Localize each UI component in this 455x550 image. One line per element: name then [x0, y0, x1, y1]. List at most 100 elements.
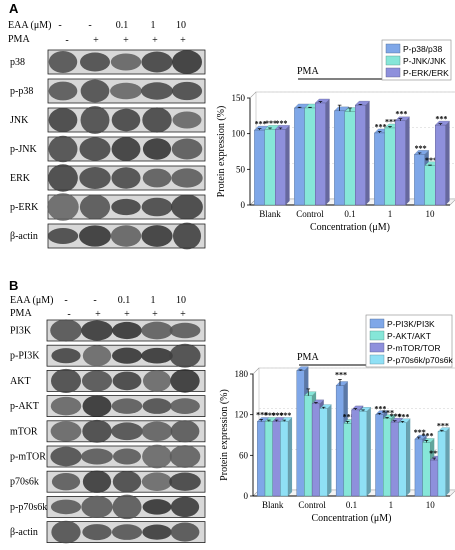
blot-band: [170, 445, 201, 468]
legend-swatch: [386, 56, 400, 65]
legend: P-PI3K/PI3K P-AKT/AKT P-mTOR/TOR P-p70s6k/p…: [366, 315, 453, 367]
western-blots-b: PI3K p-PI3K AKT p-AKT mTOR p-mTOR p70s6k p-p70s…: [10, 319, 205, 543]
bar-1-1: [376, 415, 384, 496]
x-tick-label: 1: [389, 500, 394, 510]
x-tick-label: Control: [298, 500, 326, 510]
blot-band: [49, 108, 78, 132]
pma-value-b-5: +: [180, 309, 186, 320]
blot-row-6: p-mTOR: [10, 445, 205, 469]
significance-label: ***: [415, 144, 427, 153]
pma-value-a-5: +: [180, 35, 186, 46]
x-tick-label: 10: [426, 209, 436, 219]
blot-label: ERK: [10, 173, 31, 184]
blot-band: [48, 164, 78, 191]
blot-band: [112, 524, 142, 540]
bar-4-Blank: [280, 421, 288, 496]
blot-row-1: p38: [10, 50, 205, 74]
blot-band: [81, 496, 112, 518]
bar-3-0.1: [352, 410, 360, 496]
y-tick-label: 180: [235, 369, 249, 379]
blot-band: [50, 447, 81, 467]
blot-band: [81, 106, 110, 134]
blot-band: [170, 323, 201, 339]
blot-row-4: p-JNK: [10, 136, 205, 163]
blot-band: [113, 471, 141, 492]
legend-swatch: [386, 44, 400, 53]
blot-band: [80, 195, 110, 220]
blot-band: [113, 449, 141, 465]
eaa-label-b: EAA (μM): [10, 295, 53, 306]
bar-4-Control: [320, 409, 328, 496]
eaa-value-a-3: 0.1: [116, 20, 129, 31]
blot-row-8: p-p70s6k: [10, 495, 205, 520]
legend-swatch: [370, 331, 384, 340]
legend-entry: P-PI3K/PI3K: [387, 319, 435, 329]
y-tick-label: 60: [239, 450, 249, 460]
blot-label: p70s6k: [10, 477, 39, 488]
bar-2-10: [425, 166, 435, 205]
bar-side: [406, 419, 410, 496]
blot-band: [112, 495, 141, 520]
eaa-value-a-1: -: [58, 20, 61, 31]
blot-row-3: JNK: [10, 106, 205, 134]
blot-band: [143, 138, 171, 159]
bar-side: [288, 417, 292, 496]
blot-band: [82, 420, 111, 443]
x-tick-label: 10: [426, 500, 436, 510]
bar-1-Control: [294, 108, 304, 205]
bar-chart-b: 060120180************Blank Control******0…: [219, 315, 455, 524]
y-tick-label: 150: [232, 93, 246, 103]
blot-band: [172, 139, 203, 160]
blot-label: p38: [10, 57, 25, 68]
blot-band: [83, 470, 111, 492]
blot-band: [112, 322, 142, 339]
blot-band: [141, 322, 172, 340]
blot-band: [172, 82, 202, 100]
legend-swatch: [370, 355, 384, 364]
eaa-value-b-1: -: [64, 295, 67, 306]
eaa-label-a: EAA (μM): [8, 20, 51, 31]
blot-label: p-AKT: [10, 401, 39, 412]
axis-depth-edge: [250, 92, 256, 98]
legend-entry: P-mTOR/TOR: [387, 343, 441, 353]
blot-band: [81, 320, 113, 340]
blot-row-2: p-p38: [10, 79, 205, 103]
pma-value-b-3: +: [124, 309, 130, 320]
x-tick-label: Blank: [259, 209, 281, 219]
blot-band: [169, 344, 200, 368]
blot-band: [51, 500, 81, 515]
blot-band: [170, 398, 200, 414]
significance-label: ***: [397, 412, 409, 421]
blot-band: [143, 499, 172, 514]
x-axis-title: Concentration (μM): [311, 513, 391, 524]
blot-label: p-p70s6k: [10, 502, 47, 513]
blot-band: [142, 472, 172, 491]
blot-band: [81, 448, 113, 464]
pma-value-a-3: +: [123, 35, 129, 46]
blot-band: [142, 422, 173, 442]
bar-2-Blank: [265, 129, 275, 205]
blot-row-4: p-AKT: [10, 395, 205, 416]
bar-3-Blank: [273, 421, 281, 496]
significance-label: ***: [395, 110, 407, 119]
bar-3-Control: [312, 404, 320, 496]
blot-row-2: p-PI3K: [10, 344, 205, 368]
eaa-value-b-3: 0.1: [118, 295, 131, 306]
significance-label: ***: [275, 119, 287, 128]
bar-1-0.1: [336, 386, 344, 496]
blot-row-1: PI3K: [10, 319, 205, 341]
blot-band: [52, 473, 80, 490]
bar-1-10: [414, 154, 424, 205]
blot-row-5: mTOR: [10, 420, 205, 443]
blot-band: [142, 525, 171, 540]
blot-band: [83, 395, 112, 416]
blot-row-3: AKT: [10, 369, 205, 393]
blot-band: [142, 107, 171, 132]
blot-band: [112, 109, 141, 132]
bar-side: [326, 99, 330, 205]
blot-row-9: β-actin: [10, 521, 205, 544]
bar-3-1: [395, 121, 405, 205]
legend-entry: P-ERK/ERK: [403, 68, 449, 78]
pma-label-a: PMA: [8, 34, 30, 45]
bar-3-1: [391, 422, 399, 496]
